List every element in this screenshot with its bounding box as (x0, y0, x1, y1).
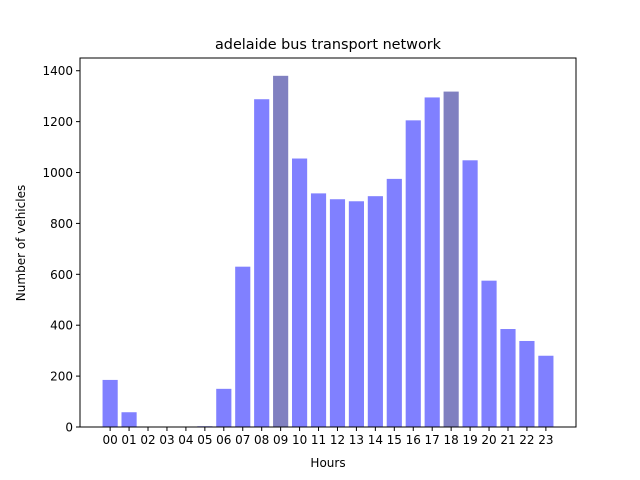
bar-15 (386, 178, 402, 427)
x-tick-label-08: 08 (254, 433, 269, 447)
y-tick-label-1000: 1000 (42, 166, 73, 180)
y-axis-label: Number of vehicles (14, 185, 28, 301)
x-tick-label-14: 14 (368, 433, 383, 447)
x-axis-label: Hours (310, 456, 345, 470)
x-axis: 00 01 02 03 04 05 06 07 08 09 10 11 12 13 14 15 16 17 18 19… (102, 427, 554, 447)
x-tick-label-18: 18 (444, 433, 459, 447)
bar-16 (405, 120, 421, 427)
x-tick-label-05: 05 (197, 433, 212, 447)
bar-22 (519, 340, 535, 427)
bar-01 (121, 412, 137, 427)
bar-21 (500, 329, 516, 427)
bar-11 (310, 193, 327, 427)
x-tick-label-03: 03 (159, 433, 174, 447)
bar-09 (273, 75, 289, 427)
x-tick-label-06: 06 (216, 433, 231, 447)
y-tick-label-200: 200 (50, 370, 73, 384)
x-tick-label-16: 16 (406, 433, 421, 447)
bar-14 (367, 196, 383, 427)
x-tick-label-22: 22 (519, 433, 534, 447)
bar-08 (254, 99, 270, 427)
bar-18 (443, 91, 459, 427)
x-tick-label-07: 07 (235, 433, 250, 447)
bar-12 (329, 199, 346, 427)
y-tick-label-600: 600 (50, 268, 73, 282)
x-tick-label-17: 17 (425, 433, 440, 447)
x-tick-label-02: 02 (140, 433, 155, 447)
x-tick-label-01: 01 (121, 433, 136, 447)
y-tick-label-1400: 1400 (42, 64, 73, 78)
bars-group (102, 75, 554, 428)
x-tick-label-20: 20 (481, 433, 496, 447)
x-tick-label-00: 00 (102, 433, 117, 447)
y-tick-label-1200: 1200 (42, 115, 73, 129)
y-axis: 0 200 400 600 800 1000 1200 1400 (42, 64, 80, 435)
y-tick-label-0: 0 (65, 421, 73, 435)
bar-23 (538, 355, 554, 427)
x-tick-label-15: 15 (387, 433, 402, 447)
x-tick-label-04: 04 (178, 433, 193, 447)
plot-frame (79, 57, 577, 428)
bar-07 (235, 266, 251, 427)
x-tick-label-10: 10 (292, 433, 307, 447)
bar-19 (462, 160, 478, 428)
y-tick-label-400: 400 (50, 319, 73, 333)
x-tick-label-21: 21 (500, 433, 515, 447)
x-tick-label-12: 12 (330, 433, 345, 447)
bar-13 (348, 201, 364, 427)
bar-10 (292, 158, 308, 427)
x-tick-label-19: 19 (462, 433, 477, 447)
y-tick-label-800: 800 (50, 217, 73, 231)
chart-title: adelaide bus transport network (215, 37, 442, 53)
x-tick-label-13: 13 (349, 433, 364, 447)
bar-20 (481, 280, 497, 427)
bar-17 (424, 97, 440, 427)
bar-06 (216, 388, 232, 427)
x-tick-label-09: 09 (273, 433, 288, 447)
x-tick-label-11: 11 (311, 433, 326, 447)
bar-00 (102, 379, 118, 427)
x-tick-label-23: 23 (538, 433, 553, 447)
